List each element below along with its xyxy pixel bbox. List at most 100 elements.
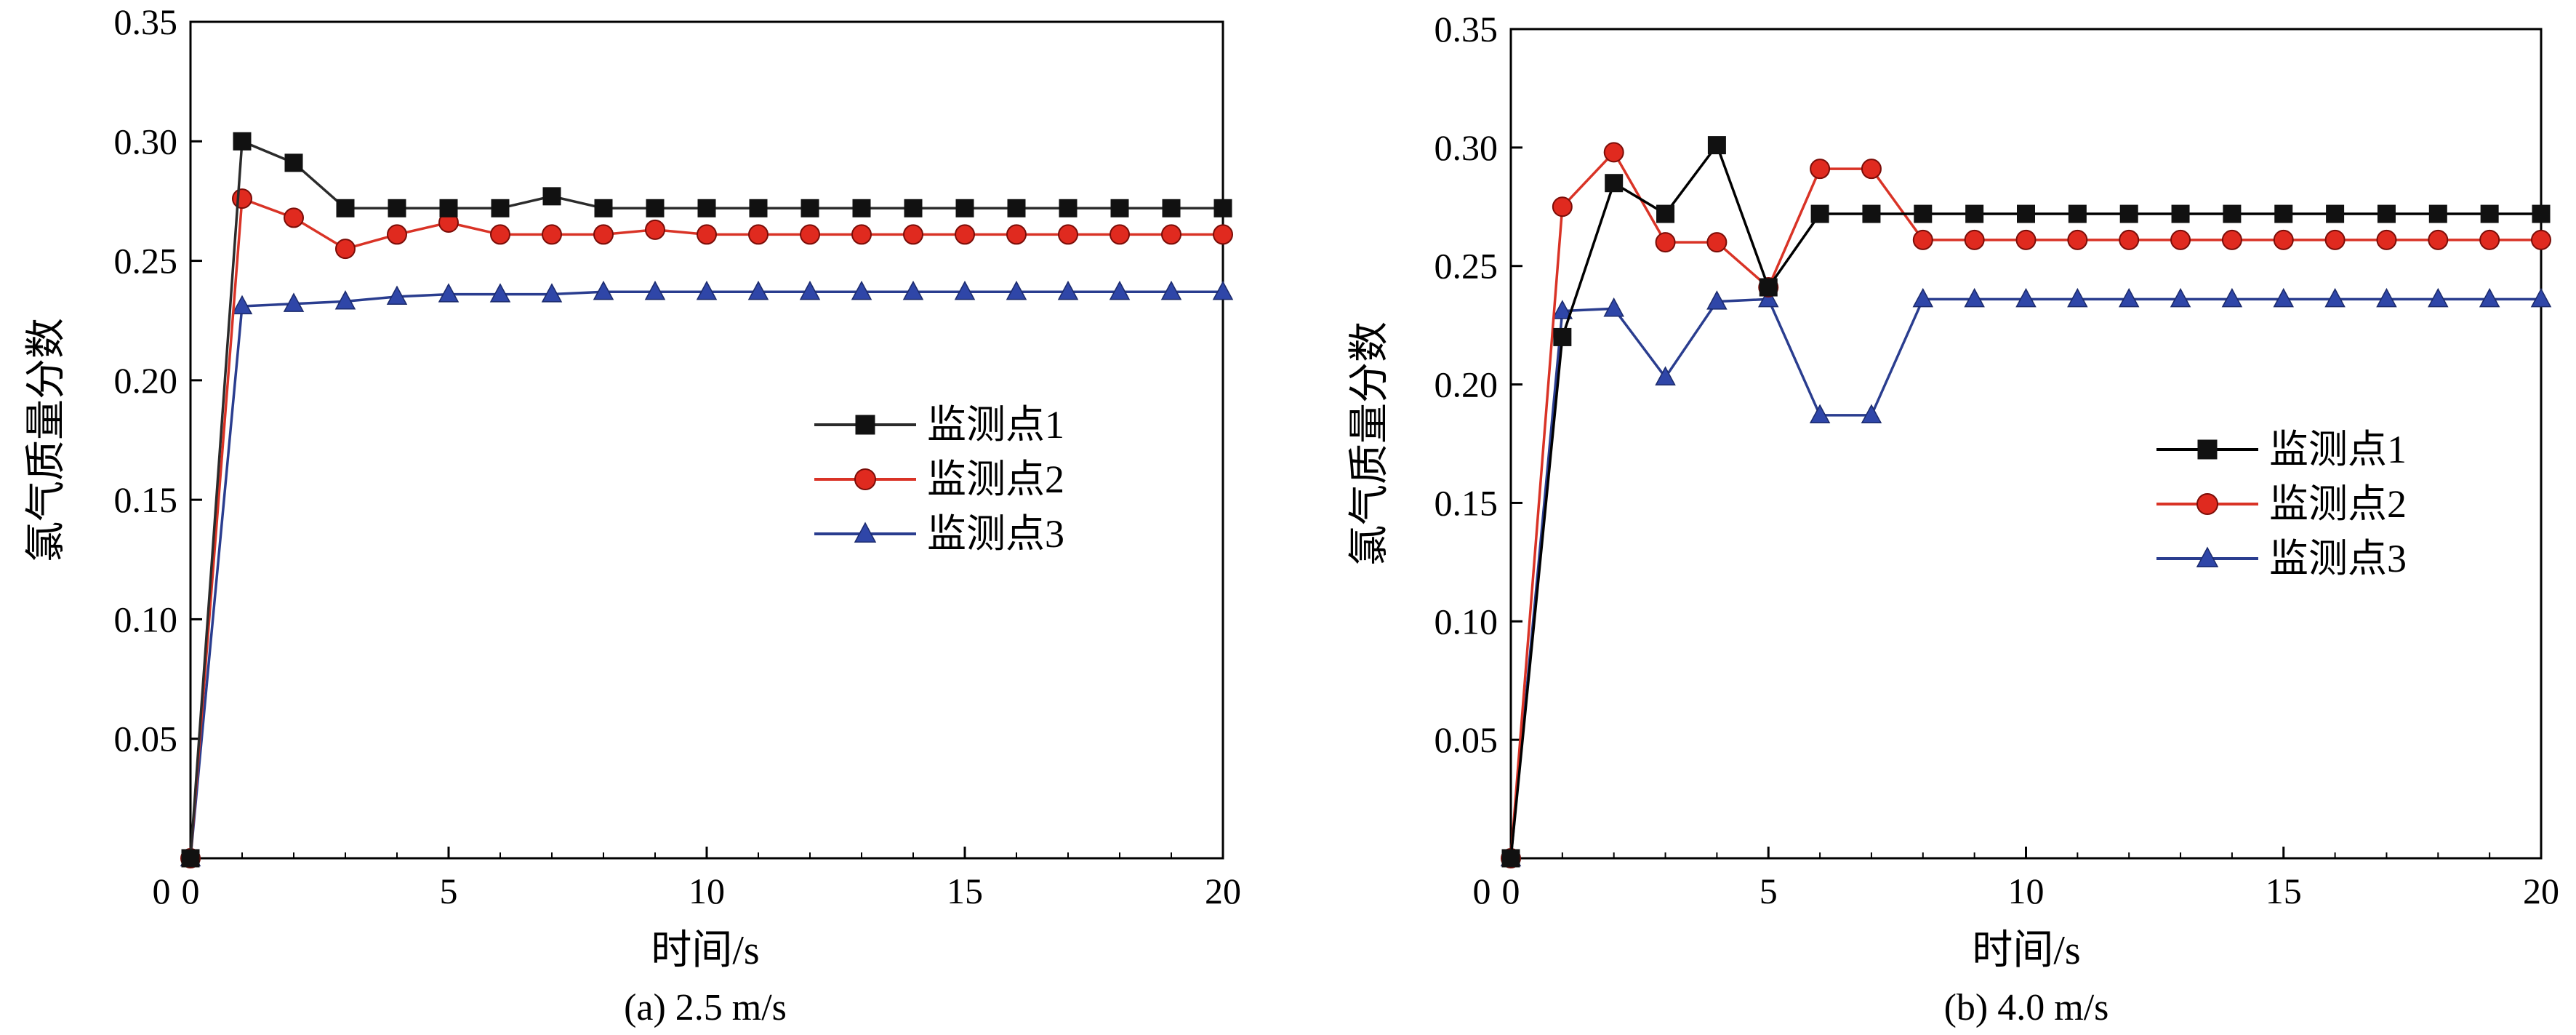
marker-triangle	[1057, 280, 1079, 300]
marker-triangle	[1160, 280, 1182, 300]
marker-circle	[2324, 229, 2346, 250]
marker-triangle	[1809, 404, 1831, 424]
marker-triangle	[902, 280, 924, 300]
x-axis-label: 时间/s	[1972, 928, 2080, 973]
marker-triangle	[2324, 287, 2346, 308]
marker-square	[1007, 199, 1026, 217]
marker-circle	[851, 224, 872, 245]
chart-caption: (a) 2.5 m/s	[624, 987, 787, 1028]
marker-triangle	[489, 283, 511, 303]
plot-frame	[189, 20, 1224, 860]
marker-square	[2171, 204, 2190, 223]
marker-circle	[2196, 493, 2218, 515]
marker-triangle	[1912, 287, 1934, 308]
legend-label: 监测点2	[927, 457, 1064, 501]
series-3	[1500, 287, 2552, 867]
marker-circle	[232, 188, 252, 209]
marker-triangle	[1757, 287, 1779, 308]
x-tick-label: 5	[1760, 871, 1778, 911]
y-tick-label: 0.25	[1435, 246, 1498, 287]
marker-square	[904, 199, 923, 217]
marker-circle	[1964, 229, 1985, 250]
marker-circle	[2067, 229, 2088, 250]
marker-square	[1110, 199, 1129, 217]
marker-circle	[1912, 229, 1933, 250]
marker-triangle	[386, 285, 408, 305]
y-axis-label: 氯气质量分数	[1347, 321, 1392, 566]
marker-square	[855, 415, 875, 435]
y-tick-label: 0.10	[1435, 601, 1498, 642]
x-tick-label: 0	[182, 871, 200, 911]
marker-square	[594, 199, 613, 217]
legend: 监测点1 监测点2 监测点3	[2156, 428, 2407, 580]
marker-circle	[854, 468, 876, 490]
marker-triangle	[1552, 300, 1573, 319]
marker-square	[2274, 204, 2293, 223]
marker-triangle	[2067, 287, 2088, 308]
marker-triangle	[334, 290, 356, 310]
marker-circle	[1213, 224, 1233, 245]
marker-circle	[2531, 229, 2551, 250]
y-tick-label: 0.25	[114, 241, 178, 281]
marker-square	[336, 199, 355, 217]
marker-square	[284, 153, 303, 172]
series-3	[180, 280, 1234, 867]
y-tick-label: 0.05	[1435, 719, 1498, 760]
marker-square	[852, 199, 871, 217]
marker-circle	[2376, 229, 2397, 250]
y-tick-label: 0.20	[114, 360, 178, 401]
marker-square	[1862, 204, 1881, 223]
marker-square	[2326, 204, 2345, 223]
legend: 监测点1 监测点2 监测点3	[814, 403, 1064, 556]
y-tick-label: 0.15	[114, 479, 178, 520]
marker-square	[2377, 204, 2396, 223]
marker-triangle	[2170, 287, 2191, 308]
marker-triangle	[1706, 290, 1728, 310]
y-axis-label: 氯气质量分数	[24, 318, 69, 562]
marker-circle	[542, 224, 562, 245]
marker-square	[1553, 327, 1572, 346]
marker-circle	[1603, 142, 1624, 163]
marker-triangle	[2221, 287, 2243, 308]
marker-circle	[335, 239, 356, 260]
marker-circle	[593, 224, 614, 245]
marker-square	[1059, 199, 1078, 217]
y-tick-label: 0.15	[1435, 482, 1498, 523]
marker-square	[1162, 199, 1181, 217]
marker-square	[1810, 204, 1829, 223]
marker-circle	[2273, 229, 2294, 250]
x-tick-label: 20	[2523, 871, 2559, 911]
legend-label: 监测点1	[2269, 428, 2407, 471]
marker-triangle	[954, 280, 976, 300]
marker-square	[1501, 849, 1520, 868]
marker-square	[1605, 174, 1624, 193]
marker-square	[1759, 278, 1778, 297]
marker-circle	[697, 224, 717, 245]
legend-entry-1: 监测点1	[814, 403, 1064, 447]
x-tick-label: 10	[689, 871, 725, 911]
marker-triangle	[2273, 287, 2295, 308]
marker-circle	[1110, 224, 1130, 245]
marker-triangle	[593, 280, 614, 300]
x-tick-label: 5	[440, 871, 458, 911]
marker-circle	[1810, 159, 1831, 180]
marker-circle	[800, 224, 820, 245]
marker-square	[2197, 439, 2218, 460]
marker-triangle	[2015, 287, 2037, 308]
marker-square	[1965, 204, 1984, 223]
marker-triangle	[1212, 280, 1234, 300]
marker-circle	[903, 224, 923, 245]
marker-square	[646, 199, 665, 217]
marker-circle	[2119, 229, 2140, 250]
marker-triangle	[1006, 280, 1027, 300]
x-tick-label: 15	[2266, 871, 2302, 911]
marker-square	[388, 199, 406, 217]
marker-circle	[645, 219, 665, 240]
marker-square	[1656, 204, 1675, 223]
legend-entry-3: 监测点3	[2156, 537, 2407, 580]
x-tick-label: 10	[2008, 871, 2045, 911]
marker-triangle	[2376, 287, 2397, 308]
marker-circle	[2479, 229, 2500, 250]
legend-label: 监测点3	[2269, 537, 2407, 580]
